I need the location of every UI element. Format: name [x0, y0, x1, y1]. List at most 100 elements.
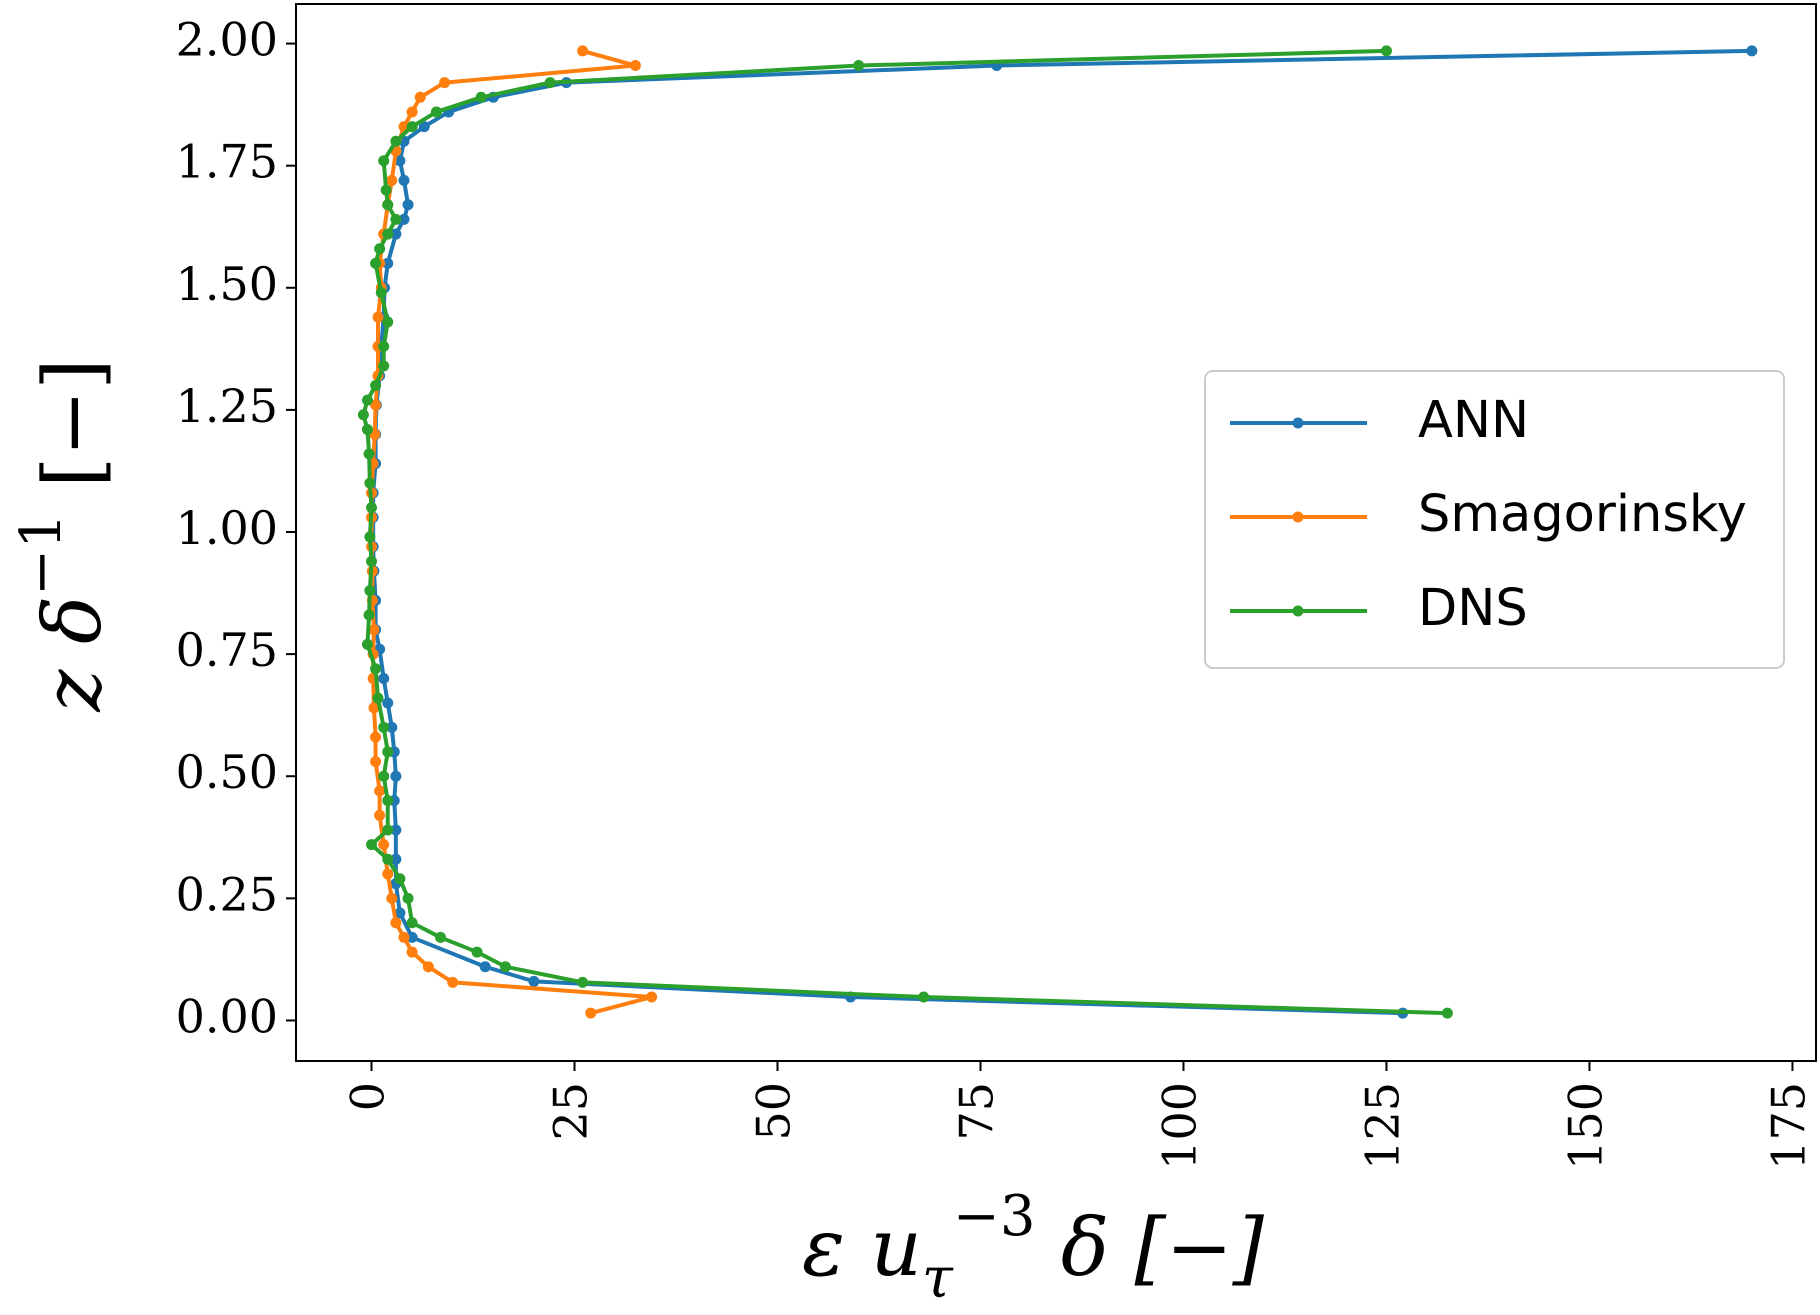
- data-point: [372, 692, 384, 704]
- y-tick-label: 1.25: [176, 379, 278, 433]
- data-point: [382, 746, 394, 758]
- y-label-part: z δ: [26, 596, 119, 713]
- data-point: [372, 311, 384, 323]
- data-point: [398, 174, 410, 186]
- legend-marker: [1292, 511, 1304, 523]
- data-point: [585, 1007, 597, 1019]
- legend-marker: [1292, 417, 1304, 429]
- data-point: [1746, 45, 1758, 57]
- data-point: [418, 121, 430, 133]
- y-label-part: [−]: [26, 358, 119, 513]
- data-point: [406, 917, 418, 929]
- x-label-part: ε u: [802, 1201, 922, 1294]
- data-point: [366, 502, 378, 514]
- data-point: [370, 663, 382, 675]
- data-point: [394, 907, 406, 919]
- data-point: [382, 795, 394, 807]
- data-point: [402, 892, 414, 904]
- x-tick-label: 175: [1761, 1082, 1815, 1170]
- data-point: [366, 839, 378, 851]
- data-point: [382, 697, 394, 709]
- legend-label: Smagorinsky: [1418, 485, 1747, 544]
- data-point: [378, 839, 390, 851]
- data-point: [361, 423, 373, 435]
- y-tick-label: 1.50: [176, 257, 278, 311]
- data-point: [370, 399, 382, 411]
- data-point: [394, 873, 406, 885]
- y-tick-label: 1.00: [176, 501, 278, 555]
- x-axis-label: ε uτ−3 δ [−]: [802, 1184, 1265, 1311]
- y-tick-label: 0.25: [176, 867, 278, 921]
- x-tick-label: 125: [1355, 1082, 1409, 1170]
- x-tick-label: 100: [1152, 1082, 1206, 1170]
- data-point: [390, 770, 402, 782]
- data-point: [439, 77, 451, 89]
- data-point: [406, 121, 418, 133]
- data-point: [364, 531, 376, 543]
- data-point: [366, 555, 378, 567]
- data-point: [406, 106, 418, 118]
- data-point: [382, 257, 394, 269]
- data-point: [629, 60, 641, 72]
- data-point: [430, 106, 442, 118]
- data-point: [447, 976, 459, 988]
- data-point: [380, 184, 392, 196]
- data-point: [1441, 1007, 1453, 1019]
- data-point: [374, 243, 386, 255]
- data-point: [471, 946, 483, 958]
- data-point: [370, 756, 382, 768]
- data-point: [402, 199, 414, 211]
- data-point: [364, 477, 376, 489]
- data-point: [414, 91, 426, 103]
- x-tick-label: 25: [544, 1082, 598, 1141]
- data-point: [1380, 45, 1392, 57]
- legend-marker: [1292, 605, 1304, 617]
- data-point: [382, 316, 394, 328]
- y-label-sup: −1: [9, 513, 74, 596]
- data-point: [475, 91, 487, 103]
- data-point: [386, 721, 398, 733]
- data-point: [918, 991, 930, 1003]
- data-point: [386, 892, 398, 904]
- data-point: [386, 174, 398, 186]
- y-tick-label: 0.00: [176, 989, 278, 1043]
- y-tick-label: 0.50: [176, 745, 278, 799]
- data-point: [398, 931, 410, 943]
- data-point: [374, 785, 386, 797]
- data-point: [577, 976, 589, 988]
- data-point: [370, 731, 382, 743]
- data-point: [390, 917, 402, 929]
- data-point: [378, 770, 390, 782]
- plot-frame: [295, 3, 1817, 1062]
- x-label-sup: −3: [953, 1184, 1036, 1249]
- data-point: [374, 809, 386, 821]
- data-point: [370, 379, 382, 391]
- x-label-part: δ [−]: [1035, 1201, 1264, 1294]
- data-point: [406, 946, 418, 958]
- data-point: [378, 673, 390, 685]
- data-point: [390, 135, 402, 147]
- data-point: [435, 931, 447, 943]
- x-label-sub: τ: [922, 1246, 954, 1311]
- data-point: [577, 45, 589, 57]
- legend-label: DNS: [1418, 579, 1528, 638]
- y-tick-label: 1.75: [176, 135, 278, 189]
- data-point: [398, 213, 410, 225]
- data-point: [422, 961, 434, 973]
- data-point: [363, 448, 375, 460]
- x-tick-label: 150: [1558, 1082, 1612, 1170]
- data-point: [479, 961, 491, 973]
- data-point: [361, 394, 373, 406]
- data-point: [390, 853, 402, 865]
- data-point: [853, 60, 865, 72]
- data-point: [378, 155, 390, 167]
- data-point: [378, 340, 390, 352]
- data-point: [370, 257, 382, 269]
- data-point: [390, 213, 402, 225]
- data-point: [382, 228, 394, 240]
- y-axis-label: z δ−1 [−]: [9, 358, 119, 712]
- legend-label: ANN: [1418, 391, 1529, 450]
- legend: ANN Smagorinsky DNS: [1204, 370, 1785, 669]
- y-tick-label: 2.00: [176, 13, 278, 67]
